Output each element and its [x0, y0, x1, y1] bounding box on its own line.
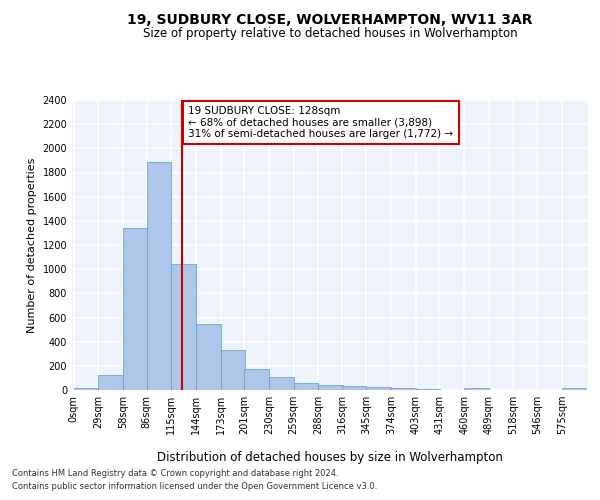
Text: Contains HM Land Registry data © Crown copyright and database right 2024.: Contains HM Land Registry data © Crown c… [12, 468, 338, 477]
Y-axis label: Number of detached properties: Number of detached properties [27, 158, 37, 332]
Bar [171, 264, 196, 390]
Bar [464, 388, 489, 390]
Bar [123, 228, 148, 390]
Bar [416, 389, 440, 390]
Bar [74, 388, 98, 390]
Bar [269, 376, 293, 390]
Bar [196, 324, 221, 390]
Text: 19, SUDBURY CLOSE, WOLVERHAMPTON, WV11 3AR: 19, SUDBURY CLOSE, WOLVERHAMPTON, WV11 3… [127, 12, 533, 26]
Bar [221, 350, 245, 390]
Bar [342, 386, 367, 390]
Text: 19 SUDBURY CLOSE: 128sqm
← 68% of detached houses are smaller (3,898)
31% of sem: 19 SUDBURY CLOSE: 128sqm ← 68% of detach… [188, 106, 454, 139]
Bar [244, 370, 269, 390]
Bar [367, 387, 391, 390]
Bar [293, 383, 318, 390]
Bar [562, 388, 586, 390]
Bar [98, 375, 123, 390]
Text: Contains public sector information licensed under the Open Government Licence v3: Contains public sector information licen… [12, 482, 377, 491]
Bar [391, 388, 416, 390]
Text: Distribution of detached houses by size in Wolverhampton: Distribution of detached houses by size … [157, 451, 503, 464]
Bar [146, 162, 171, 390]
Bar [318, 385, 343, 390]
Text: Size of property relative to detached houses in Wolverhampton: Size of property relative to detached ho… [143, 28, 517, 40]
